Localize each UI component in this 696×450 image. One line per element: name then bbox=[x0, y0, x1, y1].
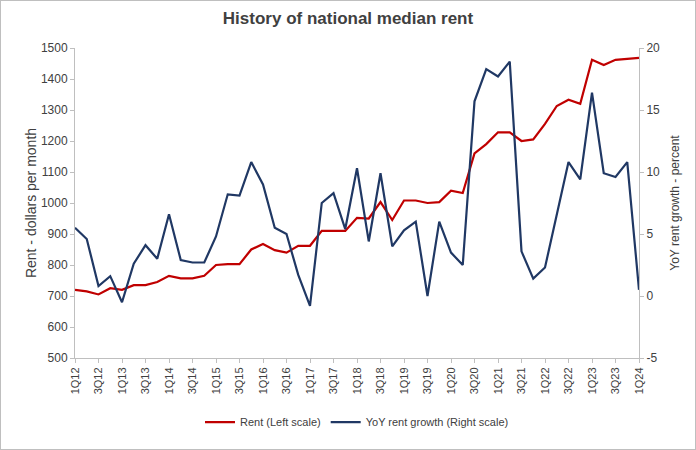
svg-text:1Q15: 1Q15 bbox=[210, 367, 222, 394]
svg-text:1400: 1400 bbox=[41, 72, 68, 86]
svg-text:600: 600 bbox=[48, 320, 68, 334]
svg-text:3Q17: 3Q17 bbox=[327, 367, 339, 394]
svg-text:3Q21: 3Q21 bbox=[515, 367, 527, 394]
svg-text:20: 20 bbox=[646, 41, 660, 55]
svg-text:YoY rent growth (Right scale): YoY rent growth (Right scale) bbox=[366, 416, 508, 428]
svg-text:1Q23: 1Q23 bbox=[586, 367, 598, 394]
svg-text:Rent - dollars per month: Rent - dollars per month bbox=[23, 128, 39, 278]
svg-text:5: 5 bbox=[646, 227, 653, 241]
svg-text:800: 800 bbox=[48, 258, 68, 272]
svg-text:3Q12: 3Q12 bbox=[92, 367, 104, 394]
svg-text:1Q16: 1Q16 bbox=[257, 367, 269, 394]
svg-text:1Q20: 1Q20 bbox=[445, 367, 457, 394]
svg-text:1Q18: 1Q18 bbox=[351, 367, 363, 394]
svg-text:15: 15 bbox=[646, 103, 660, 117]
svg-text:1Q17: 1Q17 bbox=[304, 367, 316, 394]
svg-text:Rent (Left scale): Rent (Left scale) bbox=[240, 416, 321, 428]
svg-text:3Q13: 3Q13 bbox=[139, 367, 151, 394]
svg-text:500: 500 bbox=[48, 351, 68, 365]
svg-text:3Q18: 3Q18 bbox=[374, 367, 386, 394]
svg-text:YoY rent growth - percent: YoY rent growth - percent bbox=[668, 135, 682, 271]
svg-text:1Q21: 1Q21 bbox=[492, 367, 504, 394]
svg-text:3Q14: 3Q14 bbox=[186, 367, 198, 394]
svg-text:1Q19: 1Q19 bbox=[398, 367, 410, 394]
svg-text:1200: 1200 bbox=[41, 134, 68, 148]
svg-text:1500: 1500 bbox=[41, 41, 68, 55]
svg-text:10: 10 bbox=[646, 165, 660, 179]
svg-text:1Q12: 1Q12 bbox=[69, 367, 81, 394]
svg-text:3Q16: 3Q16 bbox=[280, 367, 292, 394]
svg-text:1Q13: 1Q13 bbox=[116, 367, 128, 394]
svg-text:3Q20: 3Q20 bbox=[468, 367, 480, 394]
svg-text:3Q15: 3Q15 bbox=[233, 367, 245, 394]
svg-text:1300: 1300 bbox=[41, 103, 68, 117]
svg-text:1000: 1000 bbox=[41, 196, 68, 210]
svg-text:History of national median ren: History of national median rent bbox=[223, 9, 474, 28]
svg-text:1Q22: 1Q22 bbox=[539, 367, 551, 394]
svg-text:1Q24: 1Q24 bbox=[633, 367, 645, 394]
svg-text:3Q23: 3Q23 bbox=[609, 367, 621, 394]
svg-text:900: 900 bbox=[48, 227, 68, 241]
svg-text:3Q19: 3Q19 bbox=[421, 367, 433, 394]
svg-text:1100: 1100 bbox=[42, 165, 68, 179]
svg-text:1Q14: 1Q14 bbox=[163, 367, 175, 394]
svg-text:3Q22: 3Q22 bbox=[562, 367, 574, 394]
svg-text:700: 700 bbox=[48, 289, 68, 303]
svg-text:-5: -5 bbox=[646, 351, 657, 365]
svg-text:0: 0 bbox=[646, 289, 653, 303]
